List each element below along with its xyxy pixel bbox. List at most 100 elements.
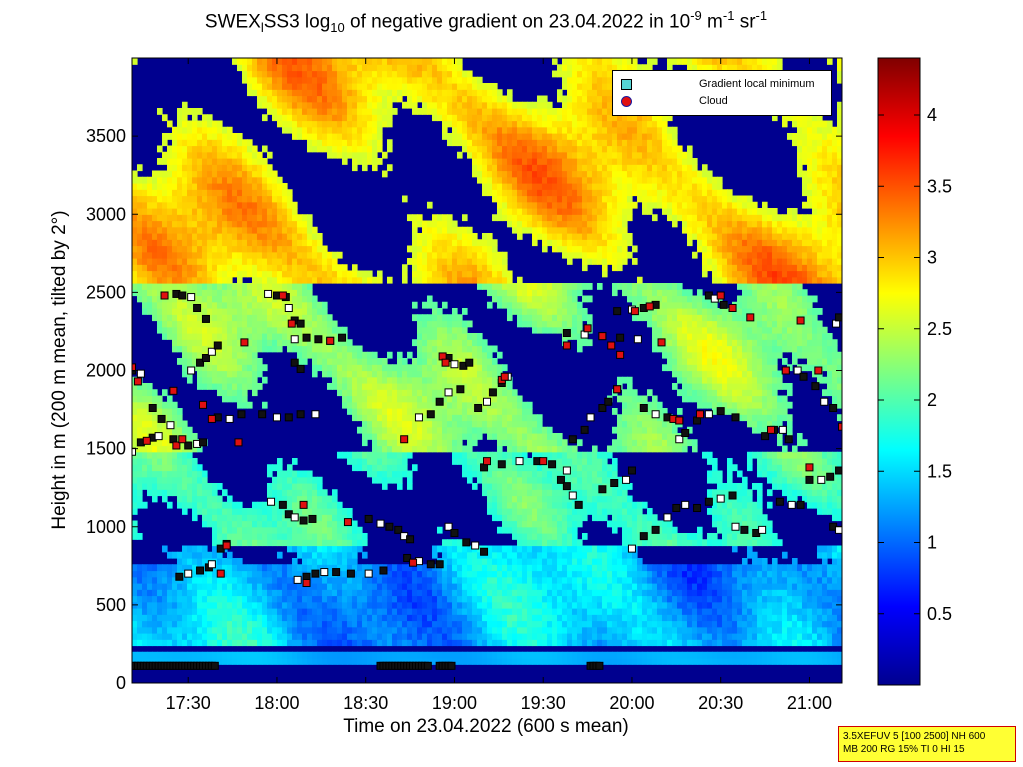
heatmap-cell	[457, 251, 463, 259]
heatmap-cell	[217, 589, 223, 597]
heatmap-cell	[327, 64, 333, 72]
heatmap-cell	[422, 95, 428, 103]
heatmap-cell	[172, 233, 178, 240]
heatmap-cell	[362, 420, 368, 428]
heatmap-cell	[162, 276, 168, 284]
heatmap-cell	[302, 226, 308, 234]
heatmap-cell	[502, 401, 508, 409]
heatmap-cell	[212, 533, 218, 540]
heatmap-cell	[482, 639, 488, 647]
heatmap-cell	[417, 370, 423, 378]
heatmap-cell	[172, 183, 178, 190]
heatmap-cell	[222, 651, 228, 659]
heatmap-cell	[207, 126, 213, 134]
heatmap-cell	[312, 595, 318, 603]
heatmap-cell	[337, 551, 343, 559]
heatmap-cell	[517, 570, 523, 578]
heatmap-cell	[457, 133, 463, 140]
heatmap-cell	[432, 620, 438, 628]
heatmap-cell	[187, 251, 193, 259]
heatmap-cell	[502, 151, 508, 159]
heatmap-cell	[157, 283, 163, 290]
heatmap-cell	[242, 308, 248, 315]
heatmap-cell	[452, 345, 458, 353]
heatmap-cell	[407, 364, 413, 372]
heatmap-cell	[412, 439, 418, 447]
heatmap-cell	[157, 289, 163, 297]
heatmap-cell	[462, 126, 468, 134]
heatmap-cell	[462, 420, 468, 428]
heatmap-cell	[207, 295, 213, 303]
heatmap-cell	[477, 258, 483, 265]
heatmap-cell	[247, 89, 253, 97]
heatmap-cell	[387, 139, 393, 147]
heatmap-cell	[252, 520, 258, 528]
heatmap-cell	[457, 564, 463, 572]
heatmap-cell	[477, 564, 483, 572]
heatmap-cell	[207, 120, 213, 128]
heatmap-cell	[352, 639, 358, 647]
heatmap-cell	[287, 326, 293, 334]
heatmap-cell	[457, 595, 463, 603]
heatmap-cell	[287, 470, 293, 478]
heatmap-cell	[517, 158, 523, 165]
heatmap-cell	[202, 626, 208, 634]
heatmap-cell	[252, 633, 258, 640]
heatmap-cell	[467, 351, 473, 359]
heatmap-cell	[192, 564, 198, 572]
heatmap-cell	[322, 564, 328, 572]
heatmap-cell	[147, 483, 153, 490]
heatmap-cell	[287, 120, 293, 128]
heatmap-cell	[157, 451, 163, 459]
heatmap-cell	[202, 264, 208, 272]
heatmap-cell	[347, 395, 353, 403]
heatmap-cell	[337, 145, 343, 153]
heatmap-cell	[412, 433, 418, 440]
heatmap-cell	[442, 551, 448, 559]
heatmap-cell	[367, 126, 373, 134]
heatmap-cell	[187, 195, 193, 203]
heatmap-cell	[252, 183, 258, 190]
heatmap-cell	[372, 89, 378, 97]
heatmap-cell	[482, 408, 488, 415]
heatmap-cell	[317, 89, 323, 97]
heatmap-cell	[497, 439, 503, 447]
heatmap-cell	[432, 301, 438, 309]
heatmap-cell	[397, 376, 403, 384]
heatmap-cell	[487, 83, 493, 90]
heatmap-cell	[352, 114, 358, 122]
heatmap-cell	[217, 639, 223, 647]
heatmap-cell	[187, 576, 193, 584]
heatmap-cell	[157, 576, 163, 584]
heatmap-cell	[507, 214, 513, 222]
heatmap-cell	[137, 264, 143, 272]
heatmap-cell	[437, 83, 443, 90]
heatmap-cell	[132, 489, 138, 497]
heatmap-cell	[187, 626, 193, 634]
heatmap-cell	[172, 301, 178, 309]
heatmap-cell	[512, 583, 518, 590]
heatmap-cell	[252, 245, 258, 253]
heatmap-cell	[512, 464, 518, 472]
heatmap-cell	[422, 345, 428, 353]
heatmap-cell	[257, 95, 263, 103]
heatmap-cell	[477, 83, 483, 90]
heatmap-cell	[192, 608, 198, 615]
heatmap-cell	[217, 508, 223, 515]
heatmap-cell	[442, 426, 448, 434]
heatmap-cell	[497, 276, 503, 284]
heatmap-cell	[187, 464, 193, 472]
heatmap-cell	[272, 308, 278, 315]
heatmap-cell	[352, 408, 358, 415]
heatmap-cell	[292, 601, 298, 609]
heatmap-cell	[252, 351, 258, 359]
heatmap-cell	[362, 164, 368, 172]
heatmap-cell	[167, 145, 173, 153]
heatmap-cell	[452, 320, 458, 328]
heatmap-cell	[382, 414, 388, 422]
heatmap-cell	[517, 658, 523, 665]
heatmap-cell	[277, 326, 283, 334]
heatmap-cell	[257, 226, 263, 234]
heatmap-cell	[347, 583, 353, 590]
heatmap-cell	[517, 114, 523, 122]
